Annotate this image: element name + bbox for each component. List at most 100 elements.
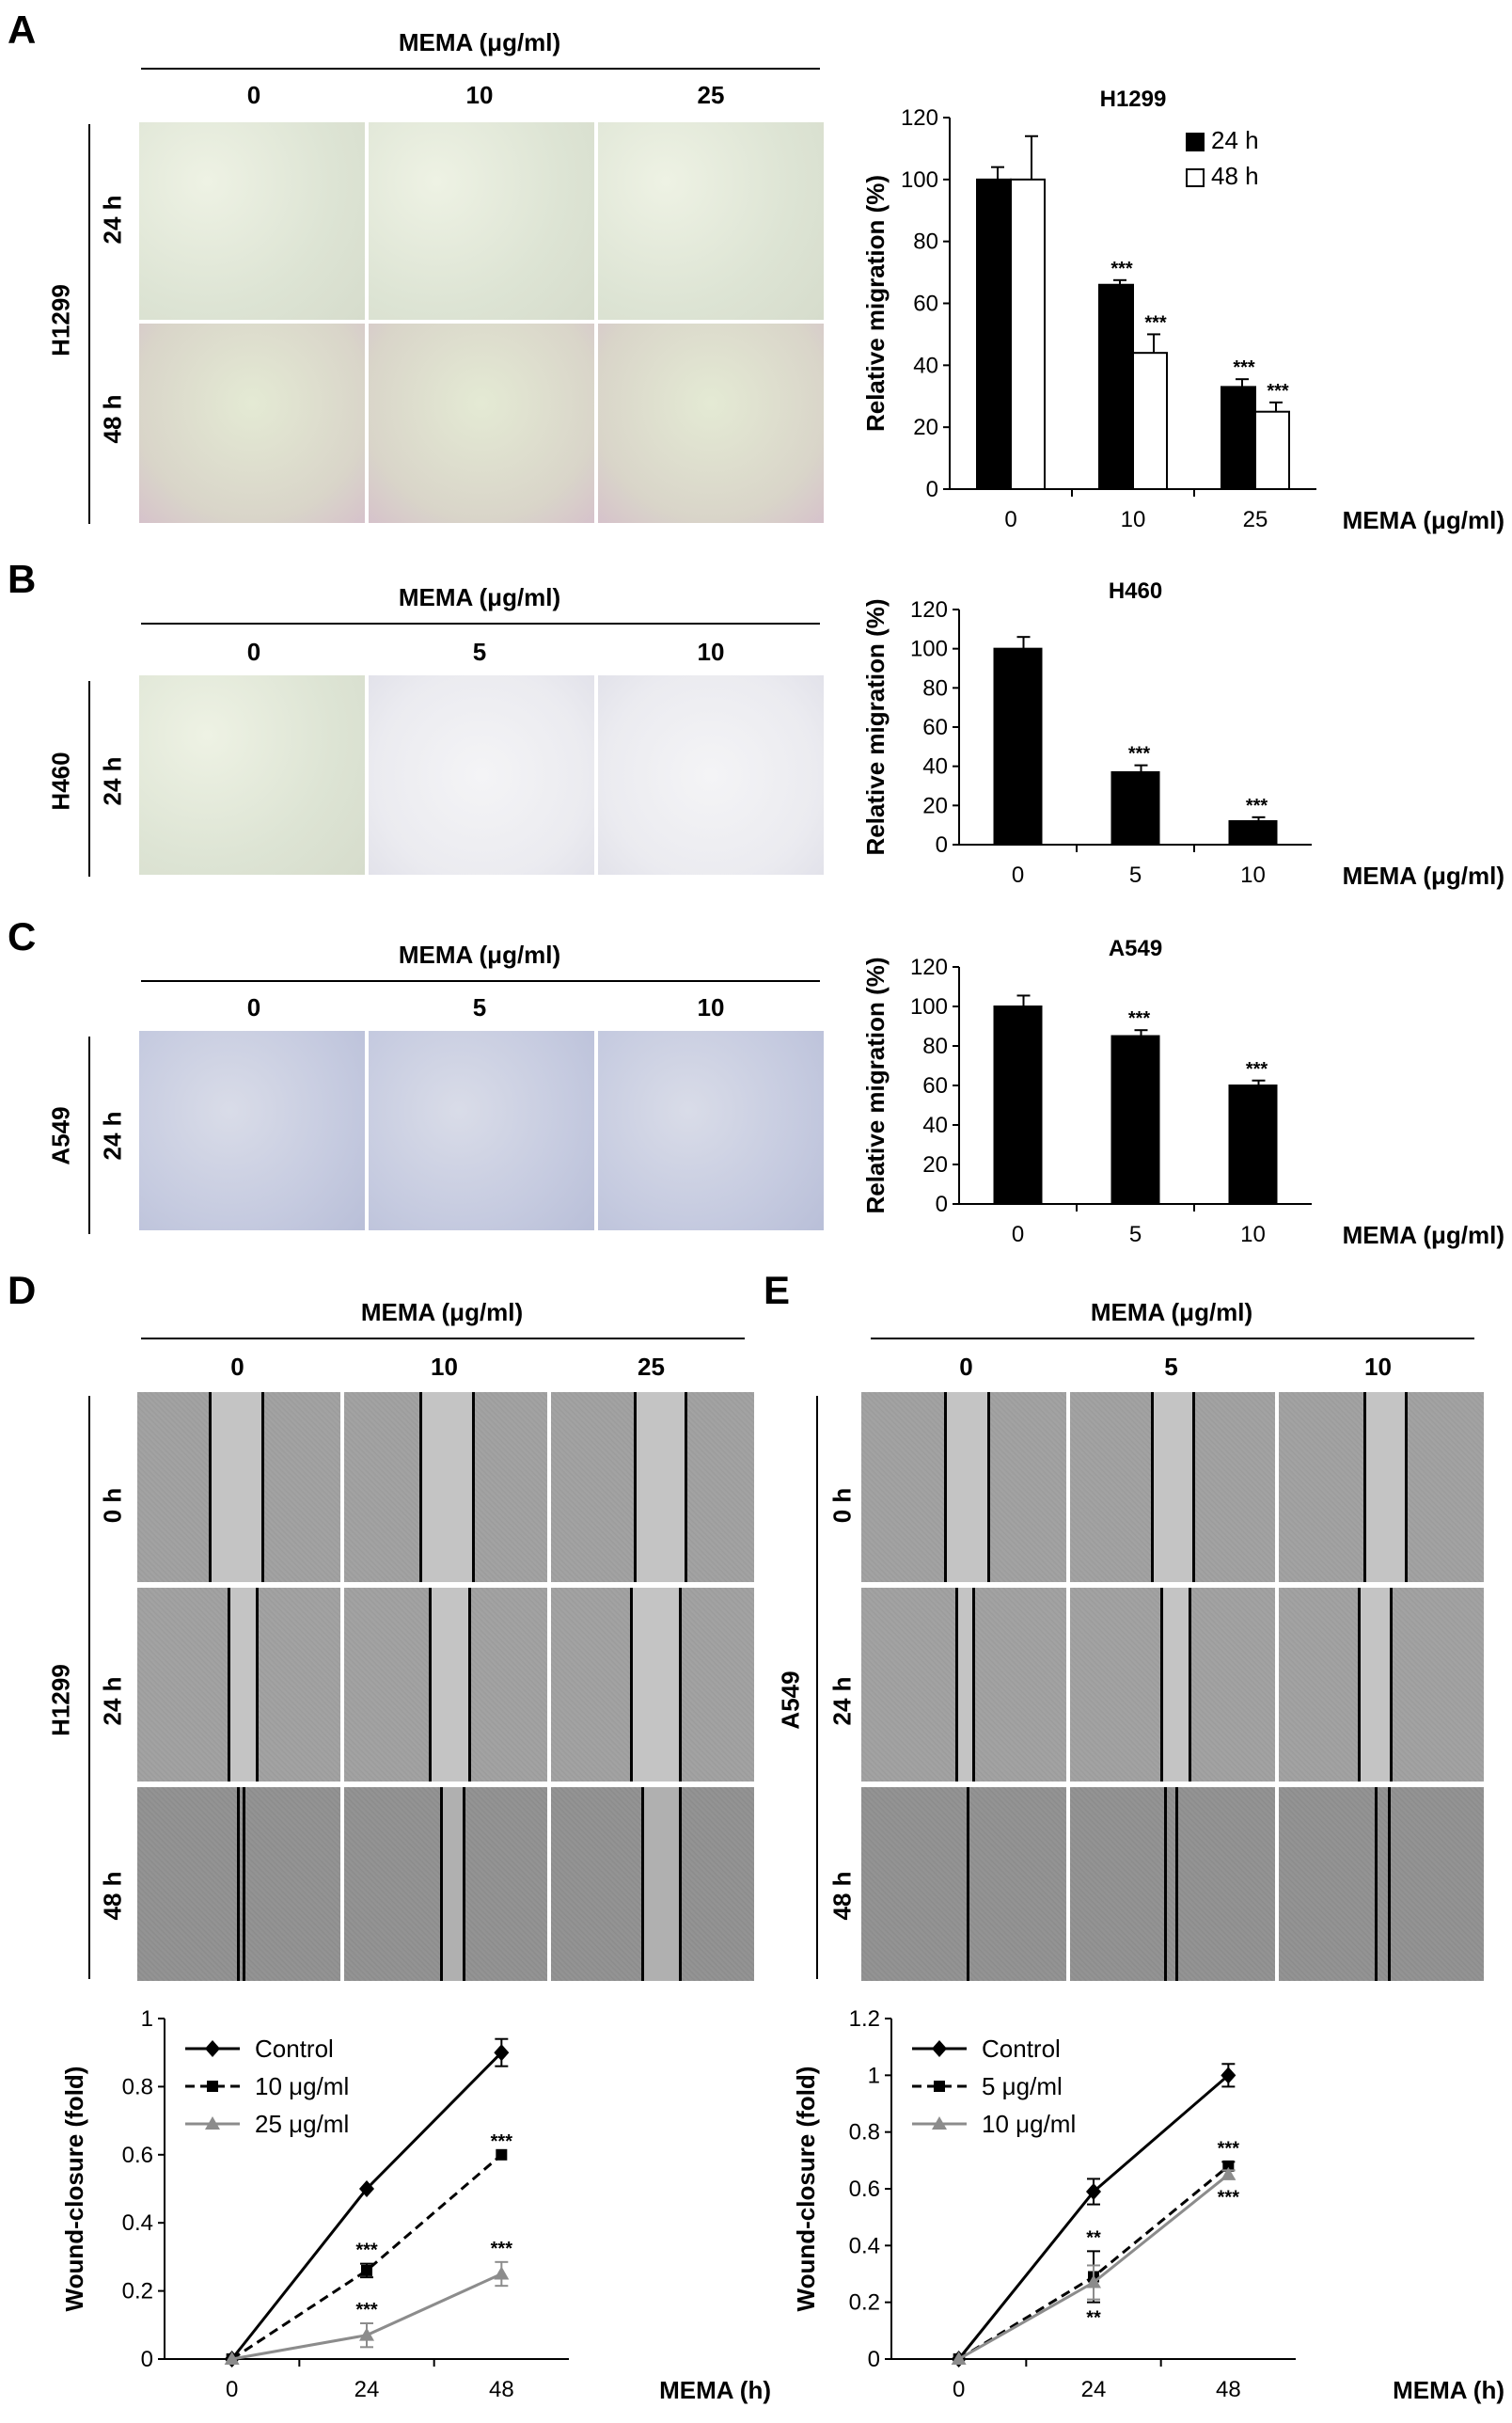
- transwell-image-h1299-48h-10: [369, 324, 594, 523]
- panel-b-header: MEMA (μg/ml): [398, 583, 561, 611]
- significance-label: ***: [1246, 1059, 1268, 1080]
- y-tick-label: 60: [913, 292, 938, 317]
- panel-a-header: MEMA (μg/ml): [398, 28, 561, 56]
- panel-d-col-0: 0: [230, 1353, 244, 1381]
- x-tick-label: 0: [1004, 507, 1016, 532]
- panel-e-side-rule: [816, 1396, 818, 1979]
- significance-label: ***: [491, 2239, 513, 2259]
- legend-marker: [205, 2116, 220, 2130]
- x-tick-label: 24: [1081, 2377, 1107, 2402]
- y-tick-label: 80: [913, 230, 938, 255]
- wound-image-h1299-48h-0: [137, 1787, 340, 1981]
- panel-d-col-1: 10: [431, 1353, 458, 1381]
- y-tick-label: 0.4: [122, 2210, 153, 2236]
- wound-image-a549-48h-5: [1070, 1787, 1275, 1981]
- panel-d-cell-line: H1299: [46, 1664, 75, 1736]
- panel-d-header: MEMA (μg/ml): [360, 1298, 524, 1326]
- significance-label: ***: [491, 2131, 513, 2152]
- x-tick-label: 24: [354, 2377, 380, 2402]
- panel-b-col-1: 5: [472, 638, 487, 666]
- legend-label: 25 μg/ml: [255, 2110, 349, 2138]
- y-tick-label: 0: [936, 832, 948, 858]
- data-point: [1222, 2160, 1235, 2172]
- y-tick-label: 1: [868, 2063, 880, 2088]
- wound-image-a549-48h-10: [1279, 1787, 1484, 1981]
- y-tick-label: 0.8: [849, 2120, 880, 2146]
- x-tick-label: 5: [1129, 1222, 1142, 1247]
- significance-label: ***: [1233, 357, 1255, 378]
- panel-a-col-2: 25: [697, 81, 725, 109]
- panel-a-header-rule: [141, 68, 820, 70]
- panel-b-header-rule: [141, 623, 820, 625]
- significance-label: ***: [1144, 312, 1167, 333]
- significance-label: ***: [1128, 744, 1151, 765]
- wound-image-h1299-0h-25: [551, 1392, 754, 1582]
- panel-c-cell-line: A549: [46, 1106, 75, 1165]
- x-axis-label: MEMA (h): [1393, 2376, 1504, 2404]
- transwell-image-h1299-24h-10: [369, 122, 594, 320]
- x-tick-label: 10: [1121, 507, 1146, 532]
- y-tick-label: 20: [922, 793, 948, 818]
- legend-swatch: [1186, 168, 1205, 187]
- y-axis-label: Relative migration (%): [861, 598, 890, 855]
- wound-image-h1299-0h-0: [137, 1392, 340, 1582]
- panel-e-row-48h: 48 h: [827, 1871, 857, 1921]
- wound-image-a549-24h-5: [1070, 1588, 1275, 1782]
- panel-letter-c: C: [8, 914, 37, 958]
- significance-label: **: [1086, 2308, 1101, 2329]
- panel-b-row-24h: 24 h: [98, 756, 127, 806]
- panel-c-header: MEMA (μg/ml): [398, 941, 561, 969]
- panel-letter-d: D: [8, 1268, 37, 1312]
- y-tick-label: 20: [922, 1152, 948, 1178]
- y-tick-label: 80: [922, 1034, 948, 1059]
- panel-a-row-48h: 48 h: [98, 394, 127, 444]
- wound-image-h1299-24h-0: [137, 1588, 340, 1782]
- y-tick-label: 100: [901, 167, 938, 193]
- y-axis-label: Relative migration (%): [861, 175, 890, 432]
- y-tick-label: 0: [868, 2347, 880, 2372]
- y-tick-label: 0: [141, 2347, 153, 2372]
- x-tick-label: 0: [226, 2377, 238, 2402]
- bar-a-48h-10: [1132, 352, 1168, 490]
- x-tick-label: 48: [1216, 2377, 1241, 2402]
- wound-image-h1299-0h-10: [344, 1392, 547, 1582]
- panel-letter-b: B: [8, 557, 37, 601]
- panel-d-header-rule: [141, 1338, 745, 1339]
- bar-b-s-10: [1228, 820, 1278, 846]
- y-tick-label: 60: [922, 715, 948, 740]
- data-point: [494, 2266, 510, 2280]
- panel-b-col-2: 10: [697, 638, 725, 666]
- x-tick-label: 0: [1012, 863, 1024, 888]
- panel-a-row-24h: 24 h: [98, 195, 127, 245]
- bar-a-24h-25: [1221, 386, 1256, 490]
- significance-label: ***: [355, 2300, 378, 2320]
- panel-d-row-48h: 48 h: [98, 1871, 127, 1921]
- panel-d-col-2: 25: [638, 1353, 665, 1381]
- x-axis-label: MEMA (μg/ml): [1343, 506, 1504, 534]
- panel-e-cell-line: A549: [776, 1671, 805, 1730]
- y-axis-label: Wound-closure (fold): [792, 2067, 820, 2312]
- bar-c-s-0: [993, 1006, 1043, 1205]
- panel-e-header-rule: [871, 1338, 1474, 1339]
- significance-label: ***: [355, 2241, 378, 2261]
- y-tick-label: 60: [922, 1073, 948, 1099]
- transwell-image-h460-0: [139, 675, 365, 875]
- y-tick-label: 0.4: [849, 2233, 880, 2258]
- significance-label: ***: [1110, 259, 1133, 279]
- y-tick-label: 80: [922, 675, 948, 701]
- chart-d-h1299-wound-closure: 0 0.2 0.4 0.6 0.8 1 Wound-closure (fold) MEMA (…: [60, 2006, 771, 2404]
- transwell-image-a549-10: [598, 1031, 824, 1230]
- transwell-image-a549-0: [139, 1031, 365, 1230]
- data-point: [361, 2264, 372, 2276]
- wound-image-h1299-48h-10: [344, 1787, 547, 1981]
- wound-image-h1299-24h-10: [344, 1588, 547, 1782]
- legend-label: Control: [982, 2035, 1061, 2063]
- legend-marker: [205, 2040, 220, 2057]
- panel-letter-e: E: [764, 1268, 791, 1312]
- y-tick-label: 40: [913, 353, 938, 378]
- panel-a-side-rule: [88, 124, 90, 524]
- x-axis-label: MEMA (μg/ml): [1343, 862, 1504, 890]
- bar-a-48h-0: [1010, 178, 1046, 490]
- panel-c-row-24h: 24 h: [98, 1111, 127, 1161]
